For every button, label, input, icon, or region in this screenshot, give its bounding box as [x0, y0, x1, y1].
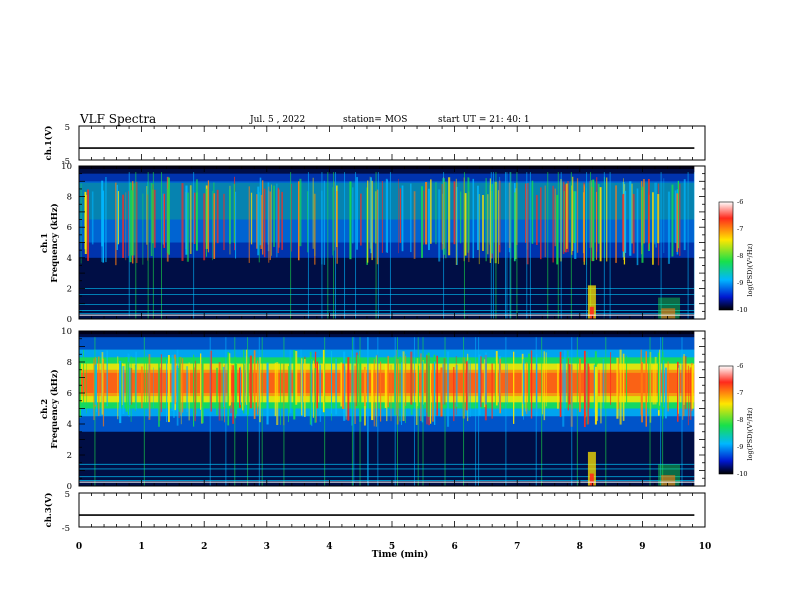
- station-label: station= MOS: [343, 115, 408, 125]
- y-tick-label: -5: [62, 157, 70, 167]
- y-tick-label: 10: [61, 162, 72, 172]
- ch1-frequency-axis-title: ch.1Frequency (kHz): [40, 203, 60, 282]
- y-tick-label: 5: [65, 490, 70, 500]
- y-tick-label: -5: [62, 524, 70, 534]
- x-tick-label: 3: [264, 542, 270, 552]
- colorbar-ch1-label: log(PSD)(V²/Hz): [746, 243, 754, 296]
- x-tick-label: 2: [201, 542, 207, 552]
- y-tick-label: 4: [67, 420, 72, 430]
- colorbar-tick-label: -10: [737, 470, 747, 478]
- start-time-label: start UT = 21: 40: 1: [438, 115, 530, 125]
- ch1-spectrogram: [79, 166, 705, 319]
- x-tick-label: 7: [514, 542, 520, 552]
- x-tick-label: 6: [451, 542, 457, 552]
- date-label: Jul. 5 , 2022: [250, 115, 306, 125]
- ch2-frequency-axis-title: ch.2Frequency (kHz): [40, 369, 60, 448]
- y-tick-label: 8: [67, 193, 72, 203]
- x-tick-label: 8: [577, 542, 583, 552]
- chart-title: VLF Spectra: [80, 112, 157, 126]
- y-tick-label: 10: [61, 327, 72, 337]
- ch1-voltage-axis-title: ch.1(V): [43, 126, 54, 161]
- x-tick-label: 4: [326, 542, 332, 552]
- ch3-voltage-axis-title: ch.3(V): [43, 493, 54, 528]
- colorbar-tick-label: -10: [737, 306, 747, 314]
- colorbar-ch1: [718, 201, 734, 311]
- y-tick-label: 8: [67, 358, 72, 368]
- y-tick-label: 6: [67, 223, 72, 233]
- colorbar-tick-label: -6: [737, 198, 743, 206]
- y-tick-label: 6: [67, 389, 72, 399]
- colorbar-ch2-label: log(PSD)(V²/Hz): [746, 407, 754, 460]
- x-tick-label: 5: [389, 542, 395, 552]
- colorbar-tick-label: -9: [737, 443, 743, 451]
- colorbar-tick-label: -8: [737, 416, 743, 424]
- colorbar-tick-label: -9: [737, 279, 743, 287]
- y-tick-label: 4: [67, 254, 72, 264]
- x-tick-label: 10: [699, 542, 712, 552]
- x-tick-label: 0: [76, 542, 82, 552]
- x-axis-title: Time (min): [372, 549, 429, 560]
- x-tick-label: 1: [138, 542, 144, 552]
- y-tick-label: 0: [67, 315, 72, 325]
- y-tick-label: 5: [65, 123, 70, 133]
- colorbar-tick-label: -7: [737, 225, 743, 233]
- colorbar-ch2: [718, 365, 734, 475]
- colorbar-tick-label: -8: [737, 252, 743, 260]
- ch2-spectrogram: [79, 331, 705, 486]
- y-tick-label: 2: [67, 451, 72, 461]
- x-tick-label: 9: [639, 542, 645, 552]
- y-tick-label: 0: [67, 482, 72, 492]
- colorbar-tick-label: -6: [737, 362, 743, 370]
- colorbar-tick-label: -7: [737, 389, 743, 397]
- y-tick-label: 2: [67, 284, 72, 294]
